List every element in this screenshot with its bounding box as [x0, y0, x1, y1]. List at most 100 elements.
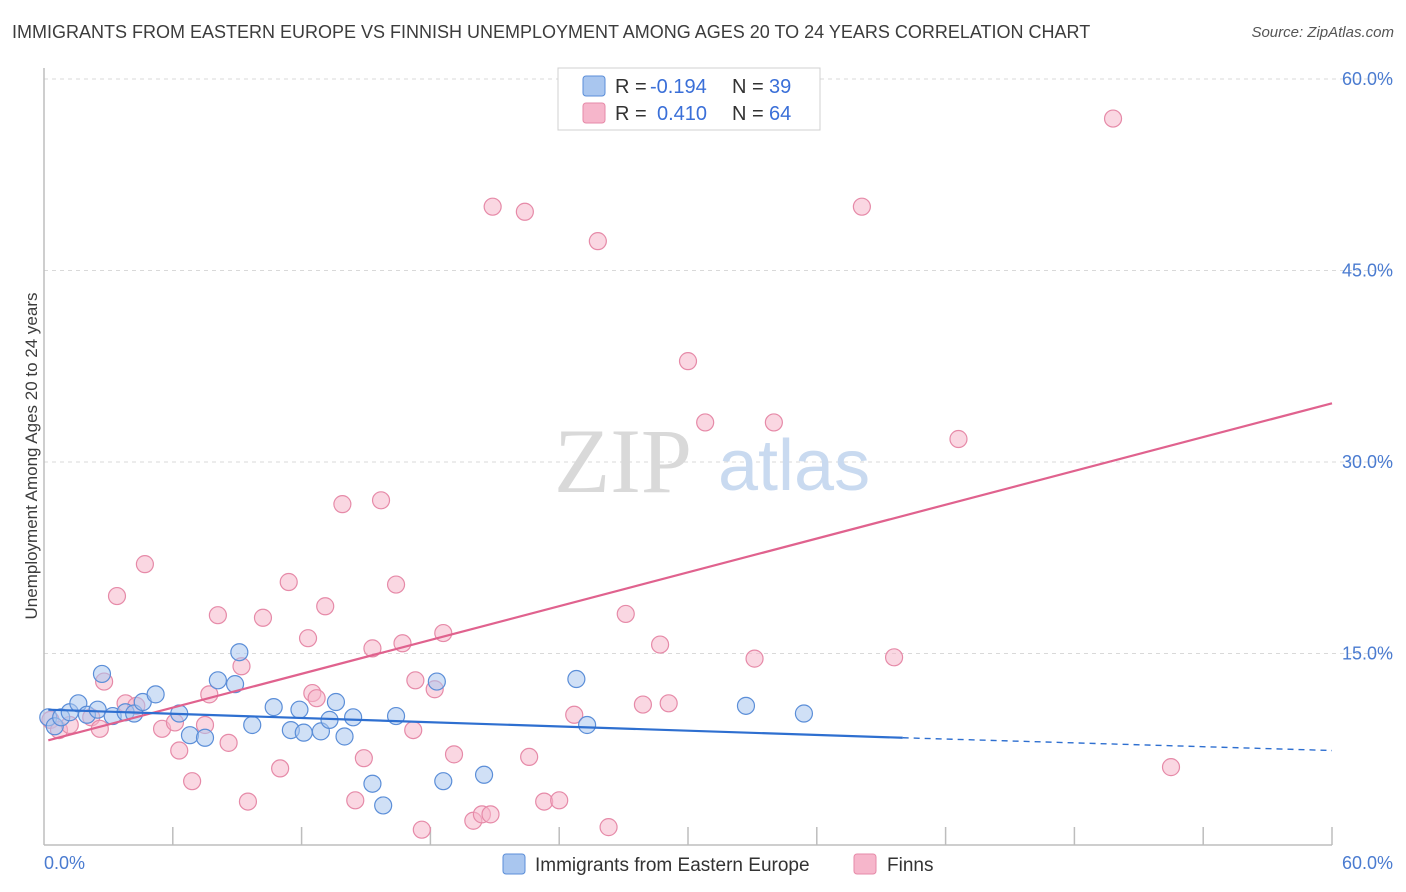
legend-n-value-pink: 64 [769, 103, 791, 125]
legend-swatch-blue [582, 75, 606, 97]
y-tick-label: 15.0% [1342, 644, 1393, 664]
finns-point [371, 491, 391, 510]
y-tick-label: 60.0% [1342, 69, 1393, 89]
eastern-europe-point [344, 708, 363, 727]
finns-point [764, 413, 783, 432]
finns-point [279, 572, 298, 592]
eastern-europe-point [335, 727, 354, 746]
finns-point [346, 791, 365, 810]
series-legend-swatch-pink [853, 853, 877, 875]
finns-point [253, 608, 273, 627]
finns-point [316, 597, 335, 616]
finns-point [1161, 758, 1181, 777]
finns-point [515, 202, 534, 221]
eastern-europe-point [180, 726, 200, 745]
finns-point [404, 720, 423, 740]
finns-point [271, 759, 290, 778]
finns-point [307, 689, 326, 708]
source-credit: Source: ZipAtlas.com [1251, 24, 1394, 41]
y-tick-label: 45.0% [1342, 261, 1393, 281]
finns-point [354, 749, 373, 768]
finns-point [633, 695, 653, 714]
eastern-europe-point [243, 715, 262, 735]
eastern-europe-point [434, 772, 453, 791]
finns-point [659, 694, 678, 713]
finns-point [363, 639, 382, 658]
finns-point [650, 635, 670, 654]
eastern-europe-point [230, 643, 249, 662]
eastern-europe-point [363, 774, 382, 793]
finns-point [852, 197, 871, 216]
legend-r-label-pink: R = [615, 103, 647, 125]
finns-point [412, 820, 431, 839]
eastern-europe-point [326, 692, 346, 712]
finns-point [1103, 109, 1123, 128]
finns-point [238, 792, 258, 811]
finns-point [696, 413, 715, 432]
eastern-europe-point [427, 672, 446, 691]
finns-point [107, 586, 127, 606]
watermark-atlas: atlas [718, 426, 870, 506]
series-legend: Immigrants from Eastern Europe Finns [502, 853, 933, 876]
finns-point [520, 747, 539, 767]
x-tick-label-min: 0.0% [44, 853, 85, 873]
legend-r-value-blue: -0.194 [650, 76, 707, 98]
legend-r-value-pink: 0.410 [657, 103, 707, 125]
watermark-zip: ZIP [554, 410, 692, 512]
finns-point [588, 232, 607, 251]
x-axis-ticks [172, 827, 1333, 845]
finns-point [481, 805, 500, 824]
eastern-europe-point [88, 700, 107, 719]
eastern-europe-trend-extension [902, 737, 1333, 752]
eastern-europe-point [736, 696, 756, 715]
finns-point [298, 629, 318, 648]
eastern-europe-point [225, 675, 245, 694]
series-legend-swatch-blue [502, 853, 526, 875]
finns-point [208, 606, 227, 625]
finns-point [599, 818, 618, 837]
finns-point [483, 197, 502, 216]
finns-point [183, 772, 202, 791]
eastern-europe-point [208, 671, 227, 690]
eastern-europe-point [374, 796, 393, 815]
eastern-europe-point [794, 704, 814, 723]
legend-r-label-blue: R = [615, 76, 647, 98]
eastern-europe-point [92, 664, 112, 684]
chart-title: IMMIGRANTS FROM EASTERN EUROPE VS FINNIS… [12, 22, 1091, 42]
finns-point [135, 555, 154, 574]
legend-swatch-pink [582, 102, 606, 124]
gridlines [44, 78, 1392, 654]
y-tick-labels: 15.0% 30.0% 45.0% 60.0% [1342, 69, 1393, 664]
x-tick-label-max: 60.0% [1342, 853, 1393, 873]
eastern-europe-trend-line [48, 708, 903, 739]
eastern-europe-point [567, 669, 586, 689]
eastern-europe-point [195, 728, 215, 747]
finns-point [333, 495, 352, 514]
legend-n-label-pink: N = [732, 103, 764, 125]
eastern-europe-point [146, 685, 165, 704]
finns-point [406, 671, 425, 690]
y-tick-label: 30.0% [1342, 452, 1393, 472]
finns-point [616, 604, 635, 624]
finns-point [386, 575, 406, 594]
legend-n-label-blue: N = [732, 76, 764, 98]
finns-point [884, 648, 904, 667]
eastern-europe-point [290, 700, 309, 719]
finns-point [678, 352, 698, 371]
finns-point [565, 705, 584, 724]
finns-trend-line [48, 402, 1333, 742]
eastern-europe-points [39, 643, 814, 815]
eastern-europe-point [264, 698, 283, 717]
stats-legend: R = -0.194 N = 39 R = 0.410 N = 64 [557, 67, 821, 131]
y-axis-title: Unemployment Among Ages 20 to 24 years [22, 293, 41, 620]
finns-point [745, 649, 764, 668]
finns-point [444, 745, 464, 764]
eastern-europe-point [578, 715, 597, 735]
legend-n-value-blue: 39 [769, 76, 791, 98]
finns-point [535, 792, 554, 811]
finns-point [219, 733, 238, 752]
finns-point [949, 429, 968, 449]
finns-point [170, 741, 189, 760]
series-legend-label-pink: Finns [887, 855, 933, 876]
